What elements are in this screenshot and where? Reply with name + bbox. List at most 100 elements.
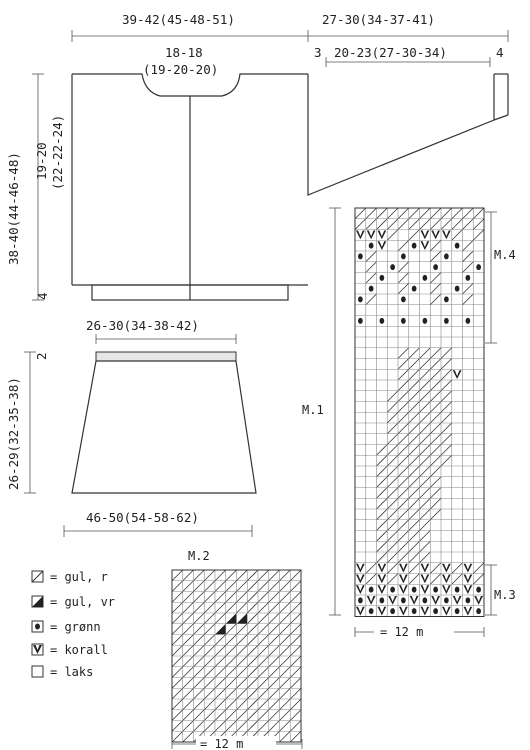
stitch-diag (182, 601, 194, 614)
stitch-diag (279, 644, 291, 657)
stitch-v (452, 370, 462, 379)
stitch-diag (289, 569, 302, 582)
stitch-v (431, 230, 440, 240)
chart-m4-label: M.4 (494, 248, 516, 262)
stitch-diag (193, 591, 205, 603)
stitch-dot (379, 597, 385, 604)
stitch-v (463, 574, 473, 584)
stitch-diag (268, 666, 280, 678)
stitch-diag (268, 569, 280, 582)
stitch-diag (193, 709, 205, 721)
stitch-diag (408, 401, 420, 413)
legend-item: = korall (31, 643, 108, 657)
stitch-dot (390, 608, 395, 615)
stitch-diag (419, 358, 431, 370)
stitch-diag (182, 612, 194, 625)
stitch-diag (257, 591, 270, 603)
stitch-diag (440, 379, 453, 392)
stitch-diag (203, 655, 216, 668)
stitch-diag (203, 709, 216, 721)
stitch-diag (376, 497, 388, 510)
cardigan-body-sketch (71, 73, 509, 301)
stitch-diag (419, 368, 431, 381)
stitch-diag (408, 229, 420, 241)
stitch-dot (465, 274, 471, 281)
stitch-diag (257, 677, 270, 689)
total-height-label: 38-40(44-46-48) (6, 152, 21, 265)
stitch-diag (376, 465, 388, 478)
stitch-diag (408, 358, 420, 370)
stitch-diag (171, 580, 184, 592)
stitch-diag (408, 530, 420, 542)
stitch-diag (171, 730, 184, 743)
stitch-diag (214, 677, 227, 689)
stitch-diag (419, 540, 431, 553)
stitch-diag (397, 218, 410, 230)
stitch-diag (268, 591, 280, 603)
stitch-diag (279, 666, 291, 678)
stitch-v (420, 585, 430, 594)
stitch-diag (386, 411, 399, 424)
stitch-v (399, 563, 408, 573)
stitch-diag (376, 218, 388, 230)
dot-icon (31, 620, 44, 633)
stitch-diag (214, 709, 227, 721)
stitch-diag (203, 720, 216, 732)
legend-label: = grønn (50, 620, 101, 634)
stitch-diag (397, 207, 410, 220)
chart-m3-label: M.3 (494, 588, 516, 602)
stitch-diag (246, 709, 259, 721)
stitch-diag (289, 720, 302, 732)
stitch-diag (386, 401, 399, 413)
stitch-diag (397, 282, 410, 295)
stitch-diag (214, 687, 227, 700)
stitch-diag (193, 687, 205, 700)
stitch-dot (368, 586, 374, 593)
stitch-diag (397, 411, 410, 424)
stitch-diag (246, 634, 259, 646)
stitch-diag (365, 261, 377, 273)
stitch-diag (203, 569, 216, 582)
stitch-dot (358, 597, 363, 604)
stitch-v (420, 606, 430, 616)
stitch-diag (408, 347, 420, 359)
stitch-diag (386, 487, 399, 499)
stitch-diag (268, 655, 280, 668)
stitch-diag (397, 508, 410, 521)
stitch-diag (289, 655, 302, 668)
chart-m1: M.1 (302, 207, 485, 617)
stitch-diag (397, 401, 410, 413)
stitch-diag (225, 580, 237, 592)
stitch-diag (193, 569, 205, 582)
stitch-diag (408, 508, 420, 521)
stitch-dot (465, 317, 471, 324)
stitch-dot (444, 597, 449, 604)
stitch-diag (386, 218, 399, 230)
stitch-diag (397, 433, 410, 445)
stitch-dot (454, 242, 460, 249)
stitch-diag (225, 634, 237, 646)
stitch-diag (225, 655, 237, 668)
stitch-diag (365, 573, 377, 585)
symbol-legend: = gul, r = gul, vr = grønn = korall (31, 570, 115, 679)
stitch-diag (397, 530, 410, 542)
stitch-diag (386, 454, 399, 467)
stitch-diag (214, 720, 227, 732)
stitch-diag (386, 497, 399, 510)
stitch-diag (182, 698, 194, 711)
stitch-diag (289, 709, 302, 721)
stitch-diag (376, 207, 388, 220)
stitch-v (377, 230, 387, 240)
skirt-top-dimension: 26-30(34-38-42) (86, 318, 237, 344)
stitch-half (215, 623, 226, 635)
stitch-diag (203, 591, 216, 603)
stitch-diag (429, 207, 442, 220)
stitch-v (399, 574, 408, 584)
stitch-half (236, 613, 248, 624)
sleeve-length-dimension: 27-30(34-37-41) (308, 12, 509, 42)
stitch-diag (429, 497, 442, 510)
stitch-diag (203, 644, 216, 657)
stitch-diag (214, 634, 227, 646)
stitch-diag (429, 562, 442, 574)
stitch-diag (171, 644, 184, 657)
